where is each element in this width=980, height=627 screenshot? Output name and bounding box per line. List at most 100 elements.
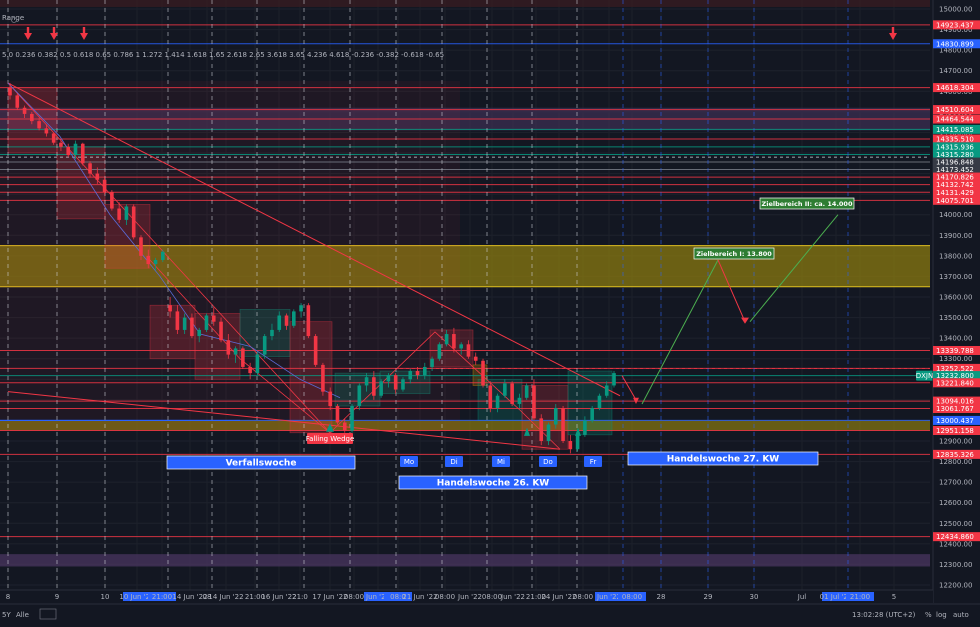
price-tick: 12300.00 <box>939 561 972 569</box>
level-label: 12434.860 <box>936 533 974 541</box>
clock-readout: 13:02:28 (UTC+2) <box>852 611 916 619</box>
time-label-bg <box>846 592 874 601</box>
level-label-bg <box>933 532 980 542</box>
yellow-zone <box>0 245 930 287</box>
day-label: Fr <box>590 458 597 466</box>
level-label: 14335.510 <box>936 136 974 144</box>
level-label: 13061.767 <box>936 405 974 413</box>
price-axis[interactable]: 15000.0014900.0014800.0014700.0014600.00… <box>932 0 980 603</box>
fib-settings-icon[interactable] <box>11 17 17 23</box>
level-label-bg <box>933 363 980 373</box>
time-tick: Jul <box>797 593 807 601</box>
price-tick: 12900.00 <box>939 438 972 446</box>
projection-drop <box>621 375 637 401</box>
down-arrow-icon <box>50 33 58 40</box>
level-label: 13252.522 <box>936 365 974 373</box>
time-tick: 8 <box>6 593 10 601</box>
range-box <box>477 378 523 421</box>
calendar-icon[interactable] <box>39 608 57 620</box>
time-label-bg <box>384 592 412 601</box>
time-tick: 5 <box>892 593 896 601</box>
target-label-bg <box>693 247 775 260</box>
candle-body <box>255 354 260 374</box>
level-label: 14131.429 <box>936 189 974 197</box>
level-label-bg <box>933 371 980 381</box>
time-tick: 17 Jun '22 <box>312 593 347 601</box>
fib-levels-strip: 5.0 0.236 0.382 0.5 0.618 0.65 0.786 1 1… <box>2 51 444 59</box>
down-arrow-icon <box>889 33 897 40</box>
falling-wedge-lines <box>0 82 621 450</box>
time-tick: 21:00 <box>245 593 265 601</box>
projection-rise-1 <box>641 259 719 405</box>
level-label-bg <box>933 142 980 152</box>
level-label: 13094.016 <box>936 398 974 406</box>
level-label: 12951.158 <box>936 427 974 435</box>
down-arrow-stem <box>52 27 56 34</box>
candle-body <box>88 163 92 174</box>
level-label: 14196.848 <box>936 159 974 167</box>
level-label: 13000.437 <box>936 417 974 425</box>
trend-zone <box>0 81 460 431</box>
price-tick: 12800.00 <box>939 458 972 466</box>
day-label-bg <box>584 456 602 467</box>
level-label: 14510.604 <box>936 106 974 114</box>
level-label: 14618.304 <box>936 84 974 92</box>
level-label-bg <box>933 172 980 182</box>
candle-body <box>241 348 245 367</box>
day-label-bg <box>445 456 463 467</box>
day-label-bg <box>539 456 557 467</box>
log-toggle[interactable]: log <box>936 611 947 619</box>
level-label: 13232.800 <box>936 372 974 380</box>
candle-body <box>292 311 296 326</box>
candle-body <box>168 305 172 312</box>
time-label-bg <box>618 592 646 601</box>
candle-body <box>342 422 347 431</box>
up-arrow-icon <box>575 427 581 436</box>
candle-body <box>131 206 136 238</box>
time-label-bg <box>822 592 850 601</box>
down-arrow-icon <box>24 33 32 40</box>
range-box <box>567 370 613 436</box>
candle-body <box>561 408 565 441</box>
candle-body <box>357 385 362 407</box>
level-label-bg <box>933 345 980 355</box>
candle-body <box>350 406 354 431</box>
candle-body <box>175 311 180 330</box>
candle-body <box>524 385 529 398</box>
wedge-inner <box>7 82 331 434</box>
time-tick: 08:00 <box>344 593 364 601</box>
time-tick: 29 <box>704 593 713 601</box>
down-arrow-icon <box>80 33 88 40</box>
auto-toggle[interactable]: auto <box>953 611 969 619</box>
level-label-bg <box>933 180 980 190</box>
range-5y-button[interactable]: 5Y <box>2 611 11 619</box>
instrument-badge: DXJN <box>916 372 934 380</box>
time-tick: 08:00 <box>573 593 593 601</box>
time-tick: 10 <box>101 593 110 601</box>
time-tick: 01 Jul '22 <box>820 593 853 601</box>
candle-body <box>190 317 194 337</box>
range-all-button[interactable]: Alle <box>16 611 29 619</box>
candle-body <box>102 179 107 193</box>
level-label-bg <box>933 426 980 436</box>
price-tick: 12400.00 <box>939 540 972 548</box>
candle-body <box>95 173 100 180</box>
level-label-bg <box>933 114 980 124</box>
day-label-bg <box>492 456 510 467</box>
candle-body <box>37 121 41 129</box>
bottom-toolbar-bg <box>0 604 980 627</box>
level-label: 14464.544 <box>936 116 974 124</box>
candle-body <box>539 418 544 441</box>
wedge-lower <box>7 391 561 450</box>
target-label: Zielbereich II: ca. 14.000 <box>762 200 853 208</box>
level-label: 14415.085 <box>936 126 974 134</box>
week-label-bg <box>627 451 819 466</box>
down-arrow-stem <box>82 27 86 34</box>
day-label: Mo <box>404 458 414 466</box>
candle-body <box>248 366 252 374</box>
candle-body <box>452 334 456 349</box>
percent-toggle[interactable]: % <box>925 611 932 619</box>
candle-body <box>182 317 187 330</box>
